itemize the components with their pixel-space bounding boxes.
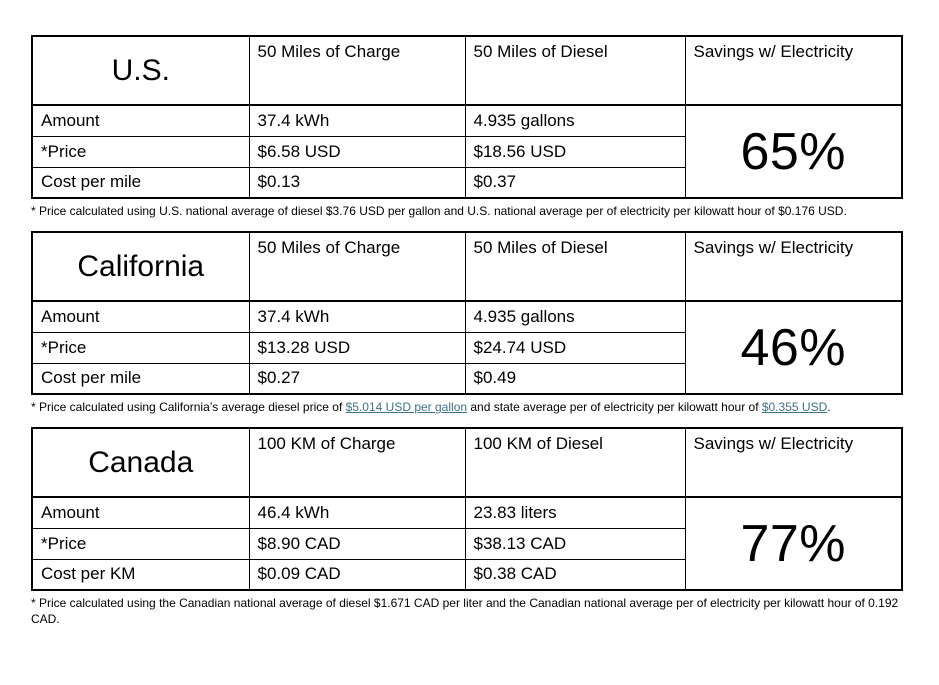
col-header-charge: 50 Miles of Charge: [248, 231, 466, 302]
table-row-cost-per-mile: Cost per mile $0.13 $0.37: [31, 166, 902, 199]
row-label: Cost per mile: [31, 362, 250, 395]
diesel-price-link[interactable]: $5.014 USD per gallon: [345, 400, 468, 414]
savings-value: 77%: [684, 496, 903, 591]
footnote-text: * Price calculated using California’s av…: [31, 400, 346, 414]
table-row-amount: Amount 37.4 kWh 4.935 gallons 46%: [31, 300, 903, 395]
table-row-amount: Amount 46.4 kWh 23.83 liters 77%: [31, 496, 903, 591]
footnote-text: * Price calculated using the Canadian na…: [31, 596, 899, 626]
row-label: Cost per mile: [31, 166, 250, 199]
charge-value: $0.09 CAD: [248, 558, 466, 591]
col-header-charge: 50 Miles of Charge: [248, 35, 466, 106]
footnote-text: * Price calculated using U.S. national a…: [31, 204, 847, 218]
electricity-price-link[interactable]: $0.355 USD: [761, 400, 828, 414]
charge-value: 46.4 kWh: [248, 496, 466, 529]
charge-value: $0.27: [248, 362, 466, 395]
charge-value: $0.13: [248, 166, 466, 199]
footnote-california: * Price calculated using California’s av…: [31, 399, 907, 415]
table-row-cost-per-km: Cost per KM $0.09 CAD $0.38 CAD: [31, 558, 902, 591]
diesel-value: $38.13 CAD: [464, 527, 686, 560]
col-header-diesel: 50 Miles of Diesel: [464, 231, 686, 302]
region-title-us: U.S.: [31, 35, 250, 106]
charge-value: $8.90 CAD: [248, 527, 466, 560]
row-label: Amount: [31, 496, 250, 529]
section-canada: Canada 100 KM of Charge 100 KM of Diesel…: [31, 427, 908, 627]
charge-value: 37.4 kWh: [248, 104, 466, 137]
charge-value: $13.28 USD: [248, 331, 466, 364]
table-row-price: *Price $6.58 USD $18.56 USD: [31, 135, 902, 168]
header-row: Canada 100 KM of Charge 100 KM of Diesel…: [31, 427, 903, 498]
diesel-value: 4.935 gallons: [464, 300, 686, 333]
footnote-text: and state average per of electricity per…: [467, 400, 762, 414]
diesel-value: 4.935 gallons: [464, 104, 686, 137]
header-row: U.S. 50 Miles of Charge 50 Miles of Dies…: [31, 35, 903, 106]
row-label: *Price: [31, 527, 250, 560]
col-header-savings: Savings w/ Electricity: [684, 35, 903, 106]
col-header-savings: Savings w/ Electricity: [684, 231, 903, 302]
region-title-california: California: [31, 231, 250, 302]
table-row-price: *Price $13.28 USD $24.74 USD: [31, 331, 902, 364]
table-row-amount: Amount 37.4 kWh 4.935 gallons 65%: [31, 104, 903, 199]
charge-value: $6.58 USD: [248, 135, 466, 168]
row-label: *Price: [31, 331, 250, 364]
diesel-value: 23.83 liters: [464, 496, 686, 529]
table-row-price: *Price $8.90 CAD $38.13 CAD: [31, 527, 902, 560]
diesel-value: $24.74 USD: [464, 331, 686, 364]
diesel-value: $18.56 USD: [464, 135, 686, 168]
header-row: California 50 Miles of Charge 50 Miles o…: [31, 231, 903, 302]
section-california: California 50 Miles of Charge 50 Miles o…: [31, 231, 908, 415]
document-page: U.S. 50 Miles of Charge 50 Miles of Dies…: [31, 35, 908, 627]
row-label: *Price: [31, 135, 250, 168]
diesel-value: $0.49: [464, 362, 686, 395]
diesel-value: $0.38 CAD: [464, 558, 686, 591]
row-label: Amount: [31, 300, 250, 333]
charge-value: 37.4 kWh: [248, 300, 466, 333]
savings-value: 46%: [684, 300, 903, 395]
col-header-charge: 100 KM of Charge: [248, 427, 466, 498]
col-header-diesel: 50 Miles of Diesel: [464, 35, 686, 106]
col-header-savings: Savings w/ Electricity: [684, 427, 903, 498]
table-canada: Canada 100 KM of Charge 100 KM of Diesel…: [31, 427, 903, 591]
footnote-canada: * Price calculated using the Canadian na…: [31, 595, 907, 627]
row-label: Amount: [31, 104, 250, 137]
region-title-canada: Canada: [31, 427, 250, 498]
footnote-text: .: [827, 400, 831, 414]
savings-value: 65%: [684, 104, 903, 199]
col-header-diesel: 100 KM of Diesel: [464, 427, 686, 498]
table-us: U.S. 50 Miles of Charge 50 Miles of Dies…: [31, 35, 903, 199]
diesel-value: $0.37: [464, 166, 686, 199]
row-label: Cost per KM: [31, 558, 250, 591]
section-us: U.S. 50 Miles of Charge 50 Miles of Dies…: [31, 35, 908, 219]
table-california: California 50 Miles of Charge 50 Miles o…: [31, 231, 903, 395]
table-row-cost-per-mile: Cost per mile $0.27 $0.49: [31, 362, 902, 395]
footnote-us: * Price calculated using U.S. national a…: [31, 203, 907, 219]
